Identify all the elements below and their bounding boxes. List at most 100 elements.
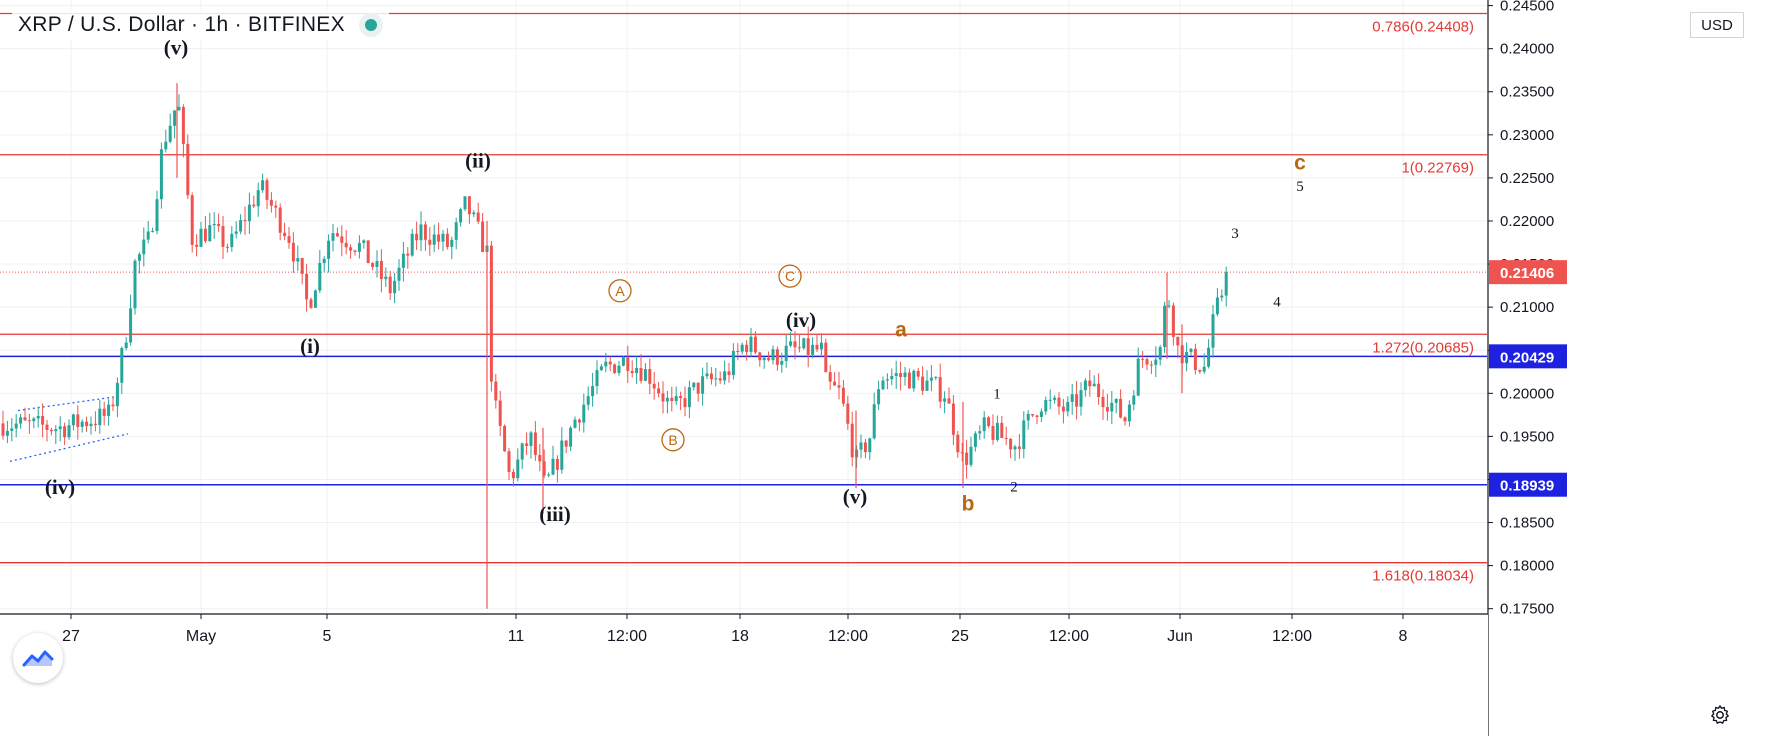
last-price-text: 0.21406 (1500, 265, 1554, 282)
candle (582, 393, 586, 433)
candle (261, 173, 265, 193)
candle-body (371, 263, 375, 268)
candle (775, 346, 779, 371)
candle (269, 192, 273, 213)
time-axis-bg[interactable] (0, 614, 1488, 736)
channel-line-lower[interactable] (9, 433, 129, 462)
candle (819, 333, 823, 358)
candle-body (155, 199, 159, 232)
candle-body (203, 228, 207, 242)
candle-body (701, 376, 705, 394)
candle-body (608, 361, 612, 365)
market-status-icon[interactable] (358, 13, 383, 37)
candle (767, 351, 771, 362)
tradingview-logo-icon[interactable] (13, 633, 63, 683)
candle-body (709, 373, 713, 380)
candle-body (432, 234, 436, 245)
candle (951, 395, 955, 446)
candle-body (1013, 446, 1017, 450)
wave-label: (iv) (45, 475, 75, 499)
settings-gear-icon[interactable] (1706, 701, 1734, 729)
support-price-badge[interactable] (1489, 344, 1567, 369)
candle (894, 360, 898, 389)
circled-label: C (785, 268, 795, 284)
candle-body (995, 422, 999, 440)
candle (731, 343, 735, 380)
candle (1013, 444, 1017, 461)
candle (577, 418, 581, 432)
candle (335, 227, 339, 238)
candle (573, 416, 577, 429)
candle (155, 190, 159, 235)
symbol-title[interactable]: XRP / U.S. Dollar · 1h · BITFINEX (18, 13, 345, 36)
candle (265, 177, 269, 209)
candle-body (137, 254, 141, 261)
candle (859, 434, 863, 459)
currency-label[interactable]: USD (1690, 12, 1744, 38)
candle-body (938, 377, 942, 402)
candle-body (1176, 336, 1180, 346)
candle-body (247, 204, 251, 222)
candle-body (815, 344, 819, 350)
last-price-badge[interactable] (1489, 260, 1567, 285)
candle-body (322, 258, 326, 264)
candle (591, 372, 595, 407)
candle (674, 386, 678, 405)
candle-body (1132, 395, 1136, 405)
support-price-text: 0.20429 (1500, 349, 1554, 366)
candle (89, 416, 93, 435)
candle-body (406, 253, 410, 256)
candle (1110, 390, 1114, 425)
candle-body (151, 231, 155, 233)
candle-body (978, 431, 982, 434)
candle (533, 421, 537, 461)
candle-body (362, 240, 366, 243)
candle (780, 352, 784, 373)
candle (137, 252, 141, 274)
candle-body (828, 372, 832, 382)
y-tick-label: 0.17500 (1500, 601, 1554, 618)
candle-body (472, 212, 476, 215)
candle (164, 129, 168, 153)
candle (1097, 373, 1101, 405)
candle (340, 225, 344, 257)
candle (555, 455, 559, 483)
candle-body (507, 451, 511, 472)
candle-body (1000, 422, 1004, 438)
candle-body (1119, 398, 1123, 418)
candle (305, 263, 309, 312)
candle (1070, 383, 1074, 415)
candle-body (661, 393, 665, 402)
candle (511, 468, 515, 487)
candle-body (1097, 383, 1101, 397)
x-tick-label: 8 (1399, 628, 1408, 645)
candle (687, 380, 691, 419)
candle (393, 272, 397, 304)
candle-body (890, 375, 894, 380)
candle-body (925, 380, 929, 391)
candle (1114, 398, 1118, 414)
candle-body (1105, 407, 1109, 412)
candle-body (305, 273, 309, 300)
candle-body (54, 429, 58, 432)
support-price-badge[interactable] (1489, 472, 1567, 497)
candle-body (775, 349, 779, 365)
candle (1009, 438, 1013, 459)
candle-body (1136, 358, 1140, 396)
candle-body (353, 250, 357, 252)
candle-body (1048, 399, 1052, 401)
channel-line-upper[interactable] (17, 395, 123, 412)
candle (868, 437, 872, 460)
candle (45, 420, 49, 442)
candle (1088, 369, 1092, 397)
candle-body (529, 432, 533, 446)
candle-body (569, 427, 573, 447)
candle-body (577, 419, 581, 423)
candle-body (1189, 348, 1193, 352)
candle-body (14, 423, 18, 429)
candle (283, 222, 287, 241)
candle-body (208, 225, 212, 242)
candle (151, 227, 155, 233)
